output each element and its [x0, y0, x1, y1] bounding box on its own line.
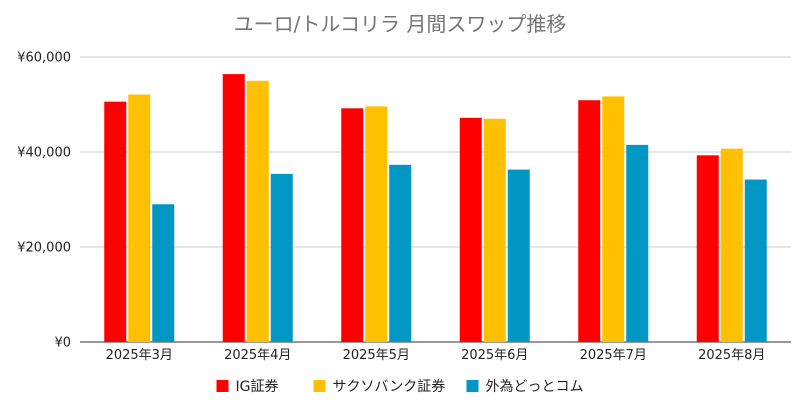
bar [246, 80, 269, 342]
y-tick-label: ¥20,000 [17, 241, 71, 256]
bar [507, 169, 530, 342]
legend-label: サクソバンク証券 [333, 379, 446, 395]
bar [389, 164, 412, 342]
y-tick-label: ¥0 [54, 336, 71, 351]
x-tick-label: 2025年5月 [343, 348, 410, 363]
x-tick-label: 2025年8月 [698, 348, 765, 363]
grid-layer [80, 56, 791, 343]
x-tick-label: 2025年6月 [461, 348, 528, 363]
x-tick-label: 2025年4月 [224, 348, 291, 363]
bar [365, 106, 388, 343]
bar [341, 108, 364, 342]
x-tick-label: 2025年7月 [580, 348, 647, 363]
bar [152, 204, 175, 342]
bar [483, 118, 506, 342]
bar [696, 155, 719, 342]
bar [602, 96, 625, 342]
legend-swatch [216, 380, 229, 392]
bar [459, 117, 482, 342]
bar [222, 74, 245, 342]
x-tick-label: 2025年3月 [106, 348, 173, 363]
bar [104, 101, 127, 343]
bar [720, 148, 743, 342]
bar [270, 173, 293, 342]
chart-title: ユーロ/トルコリラ 月間スワップ推移 [234, 12, 567, 36]
bar [128, 94, 151, 343]
legend-label: IG証券 [236, 379, 279, 395]
legend-swatch [313, 380, 326, 392]
legend: IG証券 サクソバンク証券 外為どっとコム [216, 379, 584, 395]
bars-layer [104, 74, 767, 343]
x-axis: 2025年3月 2025年4月 2025年5月 2025年6月 2025年7月 2025年… [106, 348, 766, 363]
bar [744, 179, 767, 342]
y-tick-label: ¥60,000 [17, 51, 71, 66]
y-axis: ¥0 ¥20,000 ¥40,000 ¥60,000 [17, 51, 71, 351]
legend-swatch [466, 380, 479, 392]
bar [626, 144, 649, 342]
bar [578, 100, 601, 342]
legend-label: 外為どっとコム [486, 379, 584, 395]
y-tick-label: ¥40,000 [17, 146, 71, 161]
